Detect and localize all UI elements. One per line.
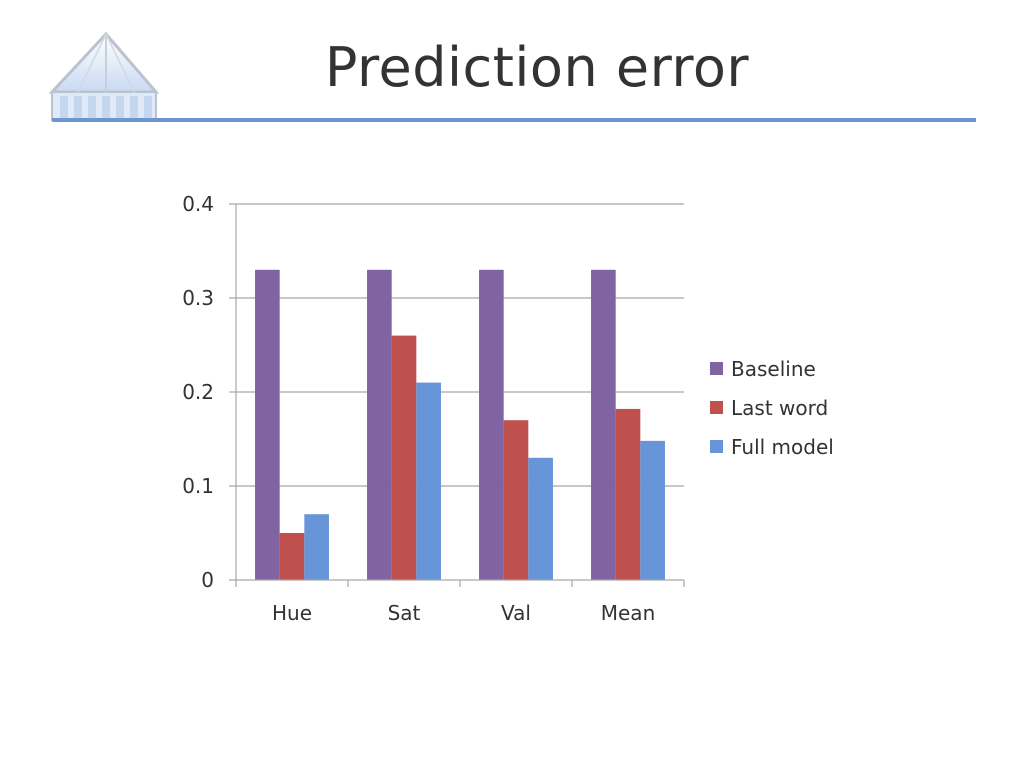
bar-baseline-sat (367, 269, 392, 580)
bar-full-model-sat (416, 382, 441, 580)
y-tick-label: 0.4 (182, 192, 214, 216)
x-tick-label: Hue (272, 601, 312, 625)
bar-baseline-val (479, 269, 504, 580)
chart-legend: Baseline Last word Full model (710, 357, 834, 459)
title-divider (52, 118, 976, 122)
bar-last-word-val (503, 420, 529, 580)
legend-swatch (710, 362, 723, 375)
bar-full-model-val (528, 457, 553, 580)
legend-swatch (710, 401, 723, 414)
slide-title: Prediction error (324, 36, 750, 99)
x-tick-label: Sat (388, 601, 421, 625)
chart-bars (255, 269, 665, 580)
legend-label: Full model (731, 435, 834, 459)
y-tick-label: 0.2 (182, 380, 214, 404)
y-tick-label: 0.3 (182, 286, 214, 310)
x-tick-label: Mean (601, 601, 656, 625)
x-tick-label: Val (501, 601, 531, 625)
bar-last-word-hue (279, 533, 305, 580)
bar-baseline-hue (255, 269, 280, 580)
y-tick-label: 0.1 (182, 474, 214, 498)
bar-full-model-mean (640, 440, 665, 580)
bar-last-word-mean (615, 408, 641, 580)
y-tick-label: 0 (201, 568, 214, 592)
legend-swatch (710, 440, 723, 453)
bar-full-model-hue (304, 514, 329, 580)
pavilion-logo-icon (48, 31, 160, 121)
chart-axes: 0 0.1 0.2 0.3 0.4 Hue Sat Val Mean (182, 192, 685, 625)
legend-label: Baseline (731, 357, 816, 381)
bar-last-word-sat (391, 335, 417, 580)
legend-label: Last word (731, 396, 828, 420)
bar-baseline-mean (591, 269, 616, 580)
